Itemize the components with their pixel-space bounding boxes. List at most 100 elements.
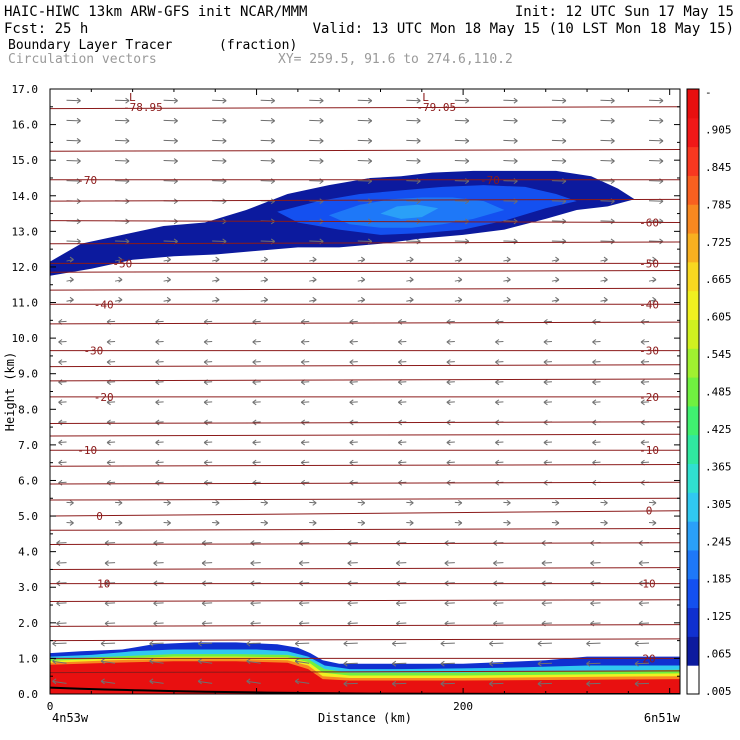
vector-arrow xyxy=(489,660,504,667)
vector-head xyxy=(250,560,255,564)
vector-head xyxy=(118,499,123,504)
vector-head xyxy=(300,462,306,466)
vector-arrow xyxy=(149,640,164,647)
vector-arrow xyxy=(52,658,67,665)
vector-head xyxy=(312,522,317,526)
vector-head xyxy=(590,580,595,584)
vector-shaft xyxy=(212,180,227,182)
colorbar-border xyxy=(686,88,700,695)
vector-shaft xyxy=(198,642,213,645)
vector-shaft xyxy=(52,660,67,664)
colorbar-swatch xyxy=(687,521,699,551)
vector-arrow xyxy=(634,640,650,647)
vector-head xyxy=(640,482,645,486)
vector-shaft xyxy=(600,99,615,102)
vector-head xyxy=(562,238,567,242)
vector-shaft xyxy=(592,340,601,343)
vector-arrow xyxy=(648,238,664,245)
vector-arrow xyxy=(454,138,470,144)
vector-head xyxy=(263,296,268,301)
vector-arrow xyxy=(600,256,608,263)
contour-label: -20 xyxy=(639,391,659,404)
vector-shaft xyxy=(495,361,504,363)
vector-arrow xyxy=(212,499,220,506)
vector-shaft xyxy=(586,642,601,645)
vector-arrow xyxy=(495,459,504,466)
vector-head xyxy=(349,359,354,363)
vector-head xyxy=(155,442,160,446)
vector-head xyxy=(319,180,324,185)
vector-head xyxy=(270,97,275,102)
contour-label: 0 xyxy=(646,505,653,518)
vector-head xyxy=(173,97,178,102)
vector-arrow xyxy=(66,218,81,225)
vector-head xyxy=(603,502,608,506)
vector-head xyxy=(640,339,645,343)
vector-head xyxy=(153,580,158,584)
vector-head xyxy=(493,580,498,584)
vector-arrow xyxy=(406,296,414,303)
vector-head xyxy=(634,663,639,667)
vector-shaft xyxy=(551,99,566,102)
vector-arrow xyxy=(648,296,657,303)
header-forecast: Fcst: 25 h xyxy=(4,21,88,37)
vector-head xyxy=(586,643,591,647)
vector-head xyxy=(446,439,451,443)
vector-head xyxy=(603,520,608,524)
vector-head xyxy=(416,140,421,144)
vector-shaft xyxy=(155,401,164,403)
vector-head xyxy=(270,200,275,205)
y-tick-label: 7.0 xyxy=(18,439,38,452)
vector-shaft xyxy=(640,441,650,444)
vector-head xyxy=(610,180,615,185)
vector-arrow xyxy=(66,117,81,124)
vector-shaft xyxy=(198,660,213,664)
vector-head xyxy=(270,160,275,164)
vector-head xyxy=(155,361,160,366)
vector-arrow xyxy=(115,97,130,104)
vector-shaft xyxy=(246,660,261,664)
field-units: (fraction) xyxy=(219,38,297,53)
vector-head xyxy=(465,100,470,104)
vector-arrow xyxy=(489,640,504,647)
vector-arrow xyxy=(246,658,261,665)
vector-head xyxy=(537,680,542,685)
contour-label: -30 xyxy=(639,345,659,358)
vector-shaft xyxy=(495,441,504,444)
vector-head xyxy=(590,562,595,567)
colorbar-swatch xyxy=(687,665,699,695)
vector-head xyxy=(489,663,494,667)
vector-arrow xyxy=(155,419,164,426)
vector-head xyxy=(203,361,208,366)
vector-arrow xyxy=(592,359,601,366)
vector-head xyxy=(252,439,257,443)
vector-head xyxy=(493,540,498,544)
vector-head xyxy=(590,560,595,564)
vector-shaft xyxy=(252,461,261,464)
temperature-contour xyxy=(50,421,680,425)
vector-shaft xyxy=(343,682,358,685)
vector-head xyxy=(592,399,597,403)
vector-arrow xyxy=(252,439,261,446)
vector-arrow xyxy=(600,499,608,506)
vector-arrow xyxy=(260,276,268,283)
field-name: Boundary Layer Tracer xyxy=(8,38,173,53)
vector-arrow xyxy=(454,296,463,303)
colorbar-swatch xyxy=(687,549,699,580)
vector-arrow xyxy=(392,660,407,667)
vector-arrow xyxy=(309,256,317,263)
vector-shaft xyxy=(648,99,664,102)
vector-head xyxy=(495,399,500,403)
vector-shaft xyxy=(495,320,504,323)
vector-head xyxy=(610,117,615,122)
vector-head xyxy=(270,120,275,124)
vector-shaft xyxy=(309,119,324,122)
vector-head xyxy=(104,580,109,584)
vector-shaft xyxy=(153,562,164,564)
vector-head xyxy=(603,299,608,303)
vector-arrow xyxy=(446,459,455,466)
vector-shaft xyxy=(440,642,455,645)
vector-head xyxy=(58,419,63,423)
vector-head xyxy=(300,339,306,343)
vector-shaft xyxy=(503,99,518,102)
